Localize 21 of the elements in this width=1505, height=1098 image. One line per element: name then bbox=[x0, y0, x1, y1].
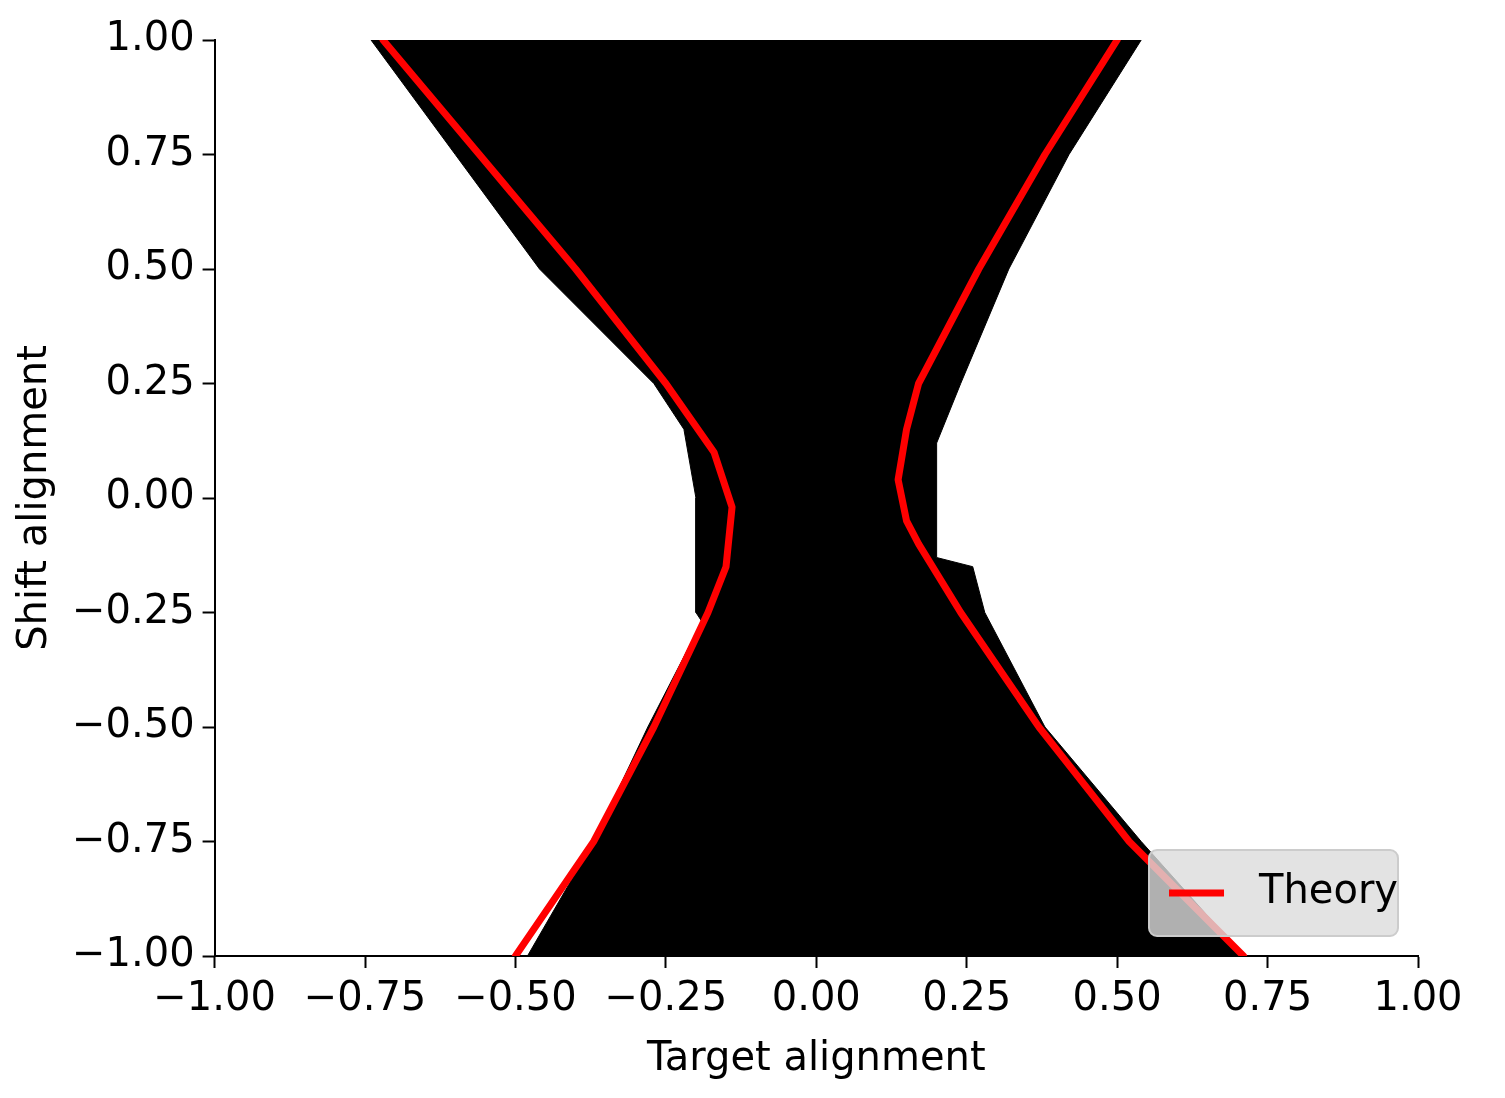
legend-label: Theory bbox=[1258, 866, 1398, 913]
y-tick-label: 0.25 bbox=[105, 356, 195, 403]
y-tick-label: −0.25 bbox=[72, 585, 195, 632]
x-tick-label: 0.00 bbox=[771, 973, 861, 1020]
y-tick-label: 0.00 bbox=[105, 471, 195, 518]
y-tick-label: −0.75 bbox=[72, 814, 195, 861]
x-tick-label: −0.50 bbox=[454, 973, 577, 1020]
x-tick-label: 1.00 bbox=[1373, 973, 1463, 1020]
x-tick-label: −1.00 bbox=[153, 973, 276, 1020]
x-tick-label: 0.50 bbox=[1072, 973, 1162, 1020]
y-tick-label: −1.00 bbox=[72, 929, 195, 976]
x-tick-label: −0.25 bbox=[604, 973, 728, 1020]
x-axis-title: Target alignment bbox=[646, 1033, 986, 1080]
x-tick-label: −0.75 bbox=[303, 973, 427, 1020]
y-tick-label: −0.50 bbox=[72, 700, 195, 747]
y-tick-label: 0.50 bbox=[105, 242, 195, 289]
x-tick-label: 0.75 bbox=[1223, 973, 1313, 1020]
y-tick-label: 1.00 bbox=[105, 13, 195, 60]
y-axis-title: Shift alignment bbox=[9, 345, 56, 651]
y-tick-label: 0.75 bbox=[105, 127, 195, 174]
x-tick-label: 0.25 bbox=[922, 973, 1012, 1020]
